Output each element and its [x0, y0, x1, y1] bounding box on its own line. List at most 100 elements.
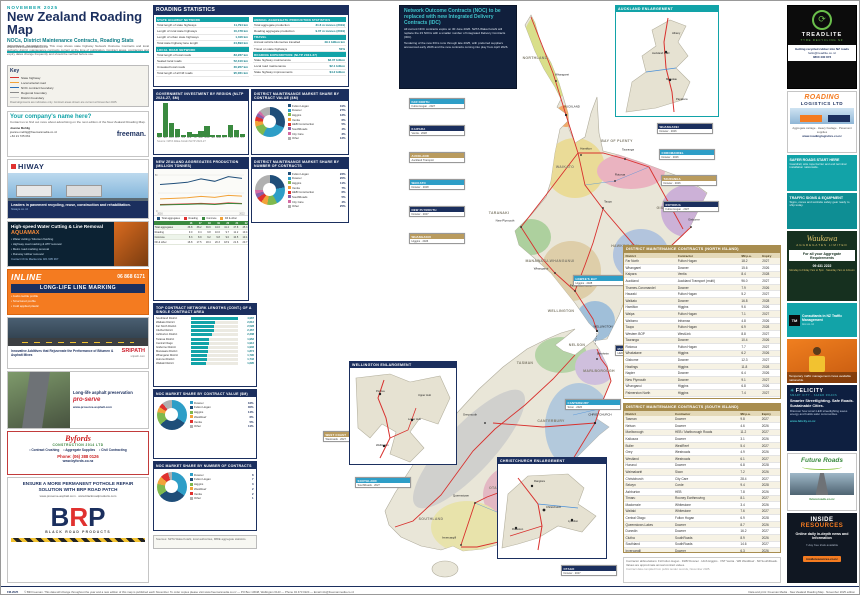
bullet: Runway rubber removal	[11, 251, 111, 256]
stat-row: State highway maintenance $2.07 billion	[253, 57, 346, 64]
key-item: Regional boundary	[10, 90, 146, 95]
contact-phone: +64 21 725 061	[10, 133, 31, 138]
legend-swatch	[189, 477, 193, 481]
legend-value: 4%	[341, 126, 346, 131]
legend-label: Downer	[194, 472, 204, 477]
city-label: AUCKLAND	[564, 104, 580, 109]
col-expiry: Expiry	[760, 410, 780, 417]
proserve-photo	[8, 372, 70, 428]
ad-aquamax: High-speed Water Cutting & Line Removal …	[7, 221, 149, 267]
bullet: Structured profile	[11, 299, 145, 304]
legend-swatch	[189, 401, 193, 405]
table-row: Tasman Downer 9.8 2027	[624, 416, 780, 423]
legend-row: HEB Construction 6%	[287, 190, 346, 195]
stat-row: Roading aggregate production 9.07 m tonne…	[253, 28, 346, 35]
table-row: Auckland Auckland Transport (multi) 96.0 20…	[624, 277, 780, 285]
road-strip	[8, 198, 148, 201]
key-swatch	[10, 81, 19, 84]
bullet: Aggregate Supplies	[63, 448, 95, 453]
brp-letter-r: R	[69, 502, 89, 532]
table-row: Whangarei Downer 15.6 2026	[624, 264, 780, 272]
bar-column: OTA	[233, 103, 240, 139]
legend-label: Fulton Hogan	[292, 103, 309, 108]
contract-callout: NEW PLYMOUTH Downer · 2027	[409, 206, 465, 218]
noc-number-legend: Downer 8 Fulton Hogan 7 Higgins 3 WestReef 2 Ven…	[189, 472, 254, 500]
callout-detail: Fulton Hogan · 2027	[411, 104, 436, 108]
noc-number-donut-chart	[156, 471, 187, 502]
city-label: Gisborne	[688, 217, 700, 222]
noc-idc-notice: Network Outcome Contracts (NOC) to be re…	[399, 5, 517, 89]
bar-column: MWT	[198, 103, 204, 139]
south-island-contracts-table: District Maintenance Contracts (South Is…	[623, 403, 781, 553]
contract-callout: CANTERBURY Sicon · 2026	[565, 399, 621, 411]
sripath-site: sripath.com	[130, 354, 145, 358]
aquamax-bullets: Water cutting / bitumen flushingHighway …	[11, 237, 111, 256]
region-label: WELLINGTON	[547, 309, 575, 313]
page-subtitle: NOCs, District Maintenance Contracts, Ro…	[7, 37, 134, 44]
region-label: MARLBOROUGH	[583, 369, 615, 373]
roadlog-site: www.roadinglogistics.co.nz	[802, 134, 842, 138]
legend-label: City Care	[292, 131, 304, 136]
bar-column: CAN	[227, 103, 234, 139]
enl-label: Manukau	[666, 78, 678, 81]
publisher-site: www.freemanmedia.co.nz	[7, 44, 49, 49]
legend-value: 12%	[339, 112, 346, 117]
callout-title: TAURANGA	[662, 176, 716, 182]
legend-row: WestReef 6%	[189, 414, 254, 419]
ad-inside-resources: INSIDE RESOURCES Online daily in-depth n…	[787, 513, 857, 583]
legend-swatch	[287, 204, 291, 208]
legend-label: SouthRoads	[292, 126, 308, 131]
legend-label: Other	[292, 136, 299, 141]
contract-callout: SOUTHLAND SouthRoads · 2027	[355, 477, 411, 489]
noc-value-donut-chart	[156, 399, 187, 430]
ad-waukawa: Waukawa AGGREGATES LIMITED For all your …	[787, 231, 857, 301]
table-row: Kaipara Ventia 8.4 2028	[624, 271, 780, 279]
table-title: District Maintenance Contracts (North Is…	[624, 246, 780, 253]
key-item: NOC contract boundary	[10, 85, 146, 90]
legend-label: Other	[194, 424, 201, 429]
callout-title: SOUTHLAND	[356, 478, 410, 484]
enl-label: Lyttelton	[568, 520, 579, 523]
aggregates-table: 16 17 18 19 20 21 22 Total aggregates 36.8 38.2 39…	[154, 221, 248, 246]
header-rule	[7, 50, 149, 53]
legend-row: Downer 20%	[287, 176, 346, 180]
felicity-star-icon: ✳	[790, 388, 795, 394]
legend-row: Ventia 2	[189, 492, 254, 496]
bar-column: WKO	[168, 103, 175, 139]
svg-text:50: 50	[155, 174, 158, 177]
waukawa-phone: 09 431 2222	[812, 264, 832, 268]
brp-site2: www.blackroadproducts.com	[78, 494, 117, 498]
hiway-tagline: Leaders in pavement recycling, reuse, co…	[11, 202, 131, 207]
roadlog-photo	[790, 108, 854, 124]
table-row: Marlborough HEB / Marlborough Roads 11.2 20…	[624, 429, 780, 437]
legend-swatch	[287, 190, 291, 194]
legend-value: 2	[251, 486, 254, 491]
legend-row: Fill & other	[220, 217, 237, 221]
tm-text: Consultants in NZ Traffic Management	[802, 313, 843, 322]
hbar-row: Waitaki District 1,695	[156, 362, 254, 366]
callout-detail: Sicon · 2026	[567, 405, 583, 409]
enl-label: Upper Hutt	[418, 394, 431, 397]
noc-share-number-panel: NOC market share by number of contracts …	[153, 461, 257, 531]
col-contractor: Contractor	[673, 410, 739, 417]
callout-detail: Fulton Hogan · 2027	[665, 207, 690, 211]
future-roads-logo: Future Roads	[801, 457, 843, 464]
legend-row: Total aggregates	[157, 217, 180, 221]
contract-callout: WAIKATO Downer · 2028	[409, 179, 465, 191]
stat-label: Total length of state highways	[157, 22, 197, 27]
city-label: WELLINGTON	[593, 324, 613, 329]
legend-value: 22%	[339, 171, 346, 176]
bullet: Contract Crushing	[29, 448, 59, 453]
legend-swatch	[220, 217, 224, 221]
legend-label: WestReef	[194, 486, 207, 491]
legend-value: 6%	[249, 414, 254, 419]
legend-label: HEB Construction	[292, 190, 315, 195]
wellington-enlargement: WELLINGTON ENLARGEMENT Porirua Upper Hut…	[349, 361, 457, 465]
hiway-logo-mark	[11, 164, 16, 169]
stats-col2: Annual aggregate production statistics To…	[253, 16, 346, 77]
table-row: Westland Westroads 6.1 2027	[624, 455, 780, 463]
table-row: Waipa Fulton Hogan 7.1 2027	[624, 310, 780, 318]
legend-row: Fulton Hogan 31%	[287, 103, 346, 108]
noc-value-title: NOC market share by contract value ($M)	[154, 390, 256, 398]
gov-bar-chart: NTL AKL WKO BOP GIS HKB TKI MWT WGN TAS MBH WTC CAN O…	[154, 101, 248, 140]
